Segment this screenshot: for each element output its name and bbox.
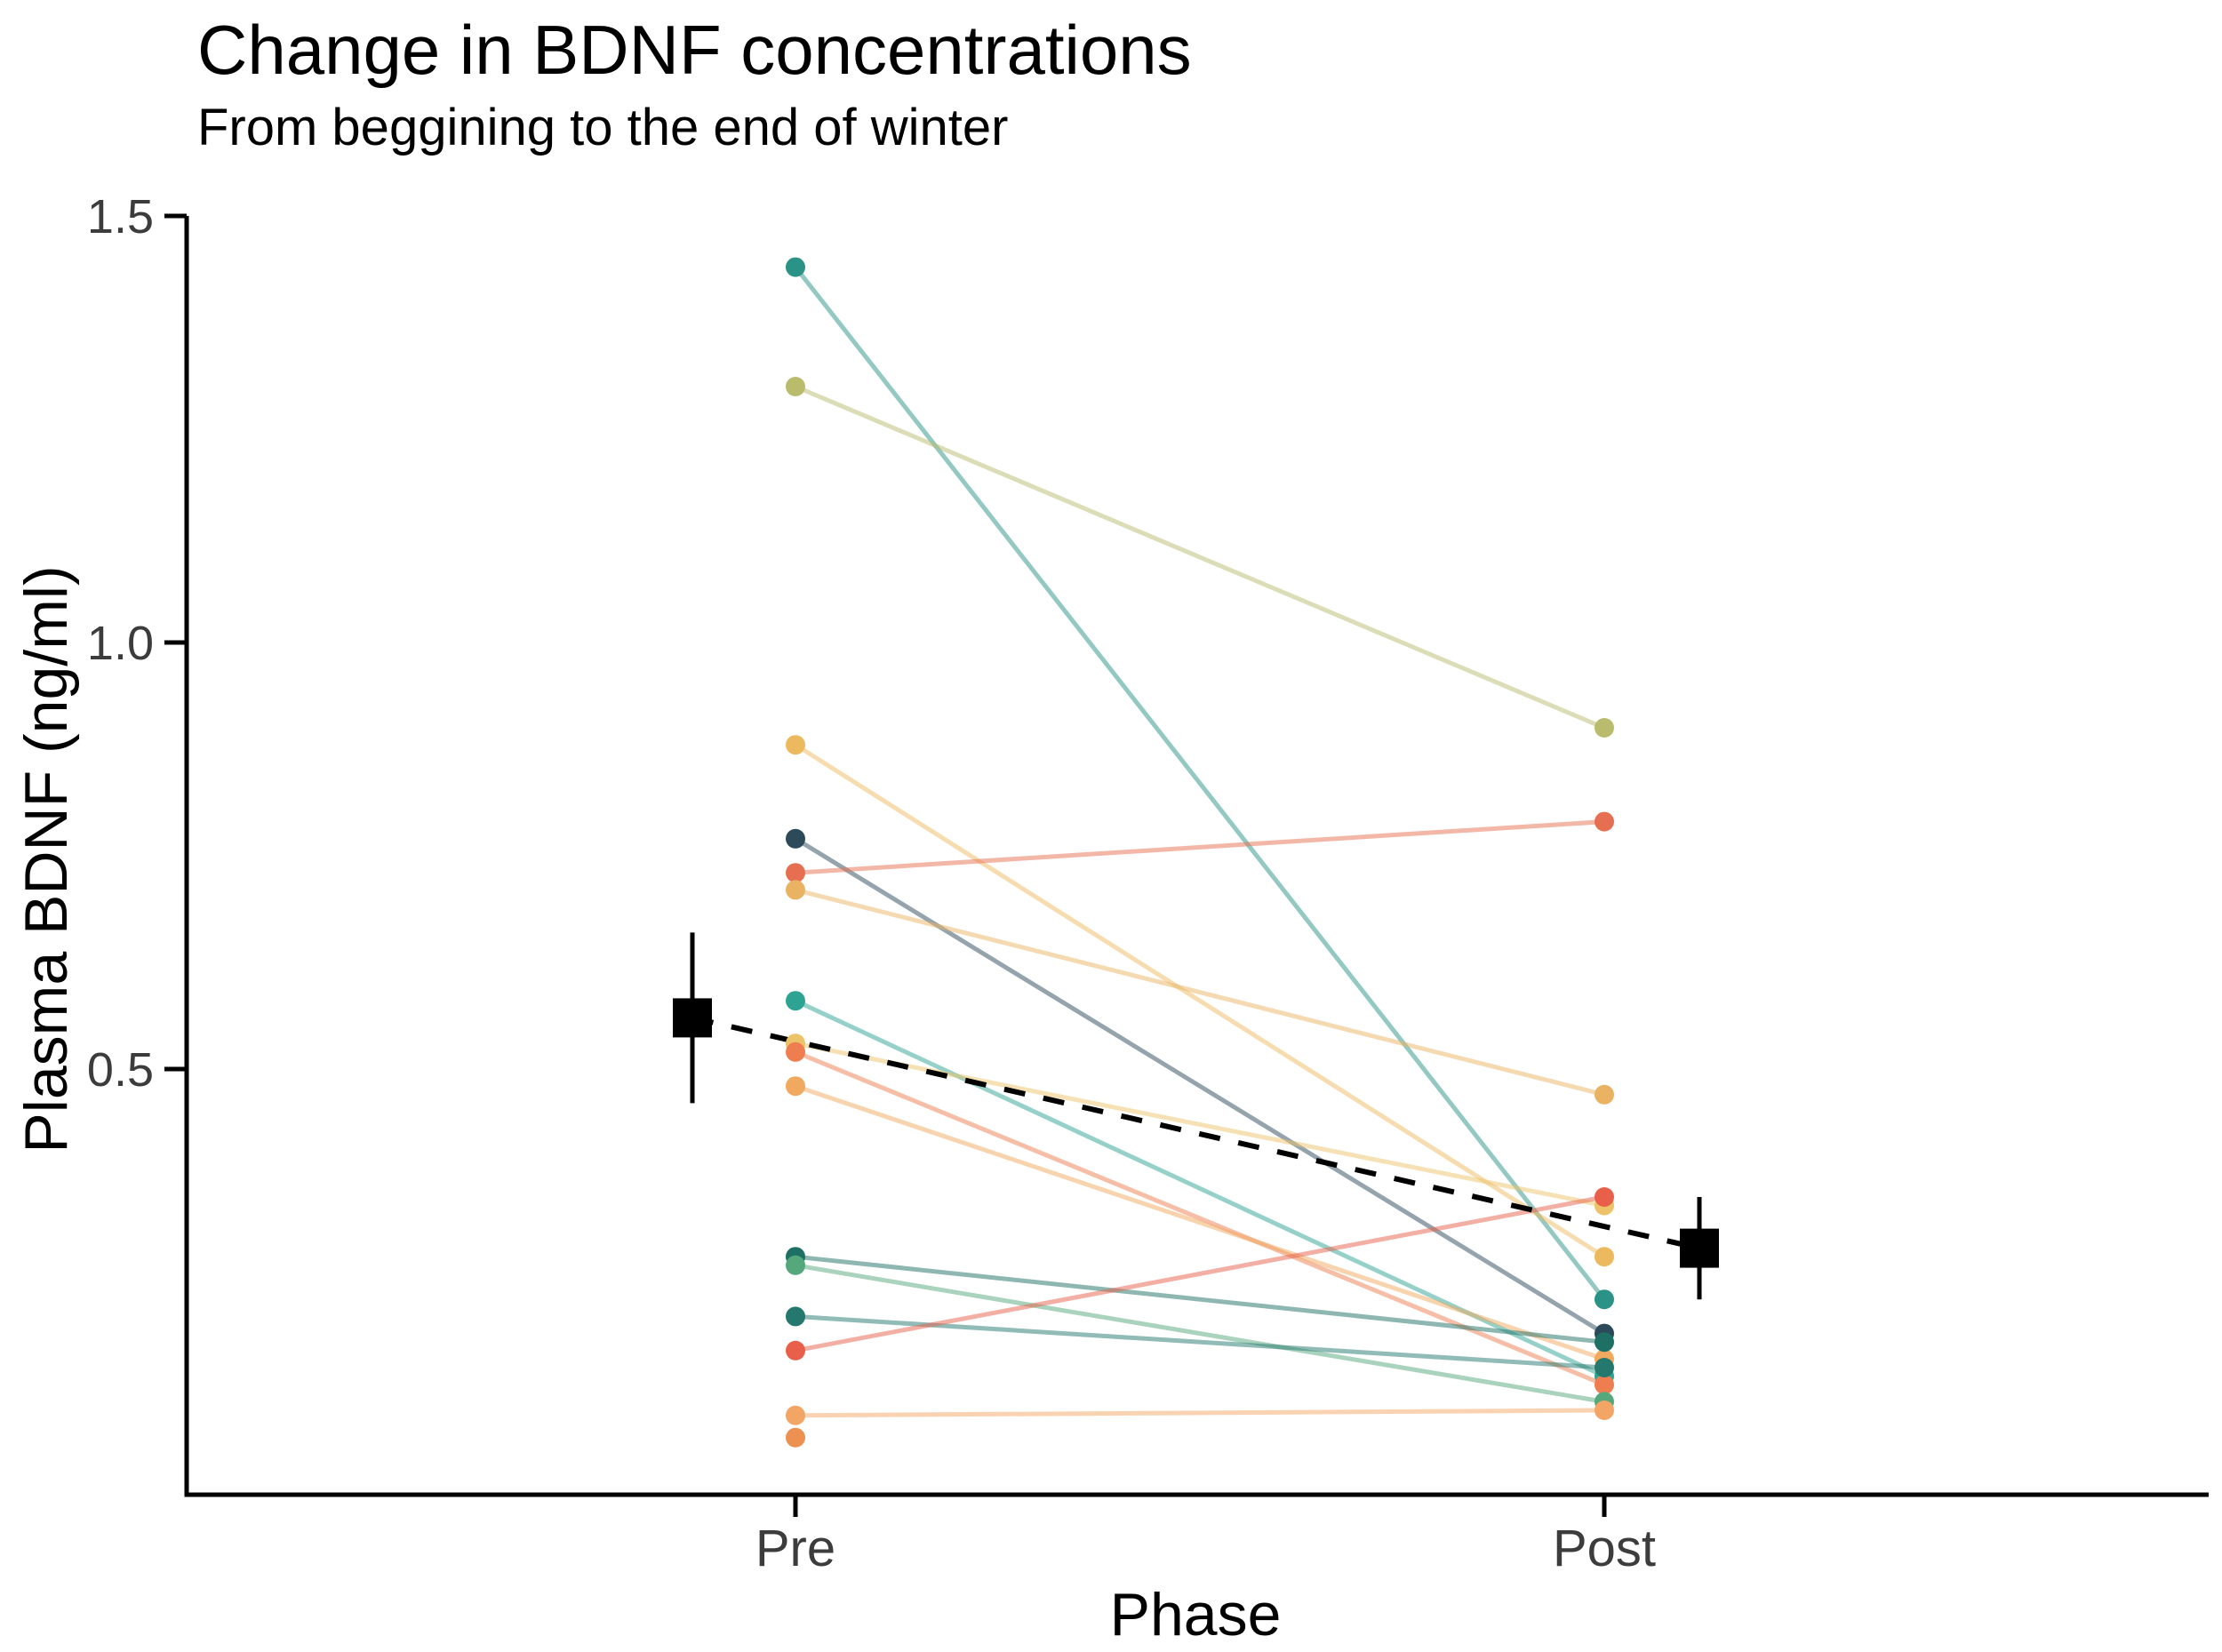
subject-line-subject-02	[793, 384, 1607, 730]
y-tick-label: 0.5	[87, 1043, 154, 1097]
subject-line-subject-03	[793, 742, 1607, 1259]
chart-subtitle: From beggining to the end of winter	[197, 99, 1009, 156]
point-pre-subject-06	[786, 880, 805, 900]
subject-line-subject-11	[793, 1254, 1607, 1345]
chart-title: Change in BDNF concentrations	[197, 11, 1192, 89]
point-pre-subject-14	[786, 1340, 805, 1361]
point-pre-subject-04	[786, 828, 805, 849]
point-post-subject-06	[1595, 1084, 1614, 1105]
point-pre-subject-16	[786, 1427, 805, 1448]
y-tick-label: 1.5	[87, 190, 154, 243]
point-pre-subject-13	[786, 1306, 805, 1327]
subject-line-subject-10	[793, 1083, 1607, 1361]
point-pre-subject-03	[786, 735, 805, 755]
point-post-subject-01	[1595, 1289, 1614, 1310]
point-pre-subject-07	[786, 991, 805, 1011]
point-pre-subject-10	[786, 1076, 805, 1097]
point-pre-subject-15	[786, 1405, 805, 1425]
subject-line-subject-05	[793, 819, 1607, 875]
mean-square-pre	[673, 998, 712, 1038]
subject-line-subject-06	[793, 887, 1607, 1097]
point-post-subject-14	[1595, 1187, 1614, 1207]
point-pre-subject-09	[786, 1041, 805, 1062]
x-axis-title-text: Phase	[1109, 1581, 1282, 1648]
point-pre-subject-01	[786, 257, 805, 277]
x-tick-label-pre: Pre	[755, 1520, 835, 1577]
point-pre-subject-12	[786, 1255, 805, 1275]
subject-line-subject-14	[793, 1194, 1607, 1353]
subject-line-subject-04	[793, 836, 1607, 1337]
point-pre-subject-05	[786, 863, 805, 883]
subject-line-subject-15	[793, 1408, 1607, 1418]
mean-square-post	[1680, 1228, 1719, 1268]
subject-line-subject-12	[793, 1263, 1607, 1404]
mean-dashed-connector	[691, 1015, 1700, 1251]
point-post-subject-03	[1595, 1247, 1614, 1267]
point-post-subject-15	[1595, 1401, 1614, 1420]
subject-line-subject-08	[793, 1041, 1607, 1209]
y-axis-title: Plasma BDNF (ng/ml)	[12, 565, 80, 1153]
point-post-subject-13	[1595, 1358, 1614, 1377]
subject-line-subject-01	[793, 265, 1607, 1302]
point-post-subject-02	[1595, 718, 1614, 738]
x-axis-title: Phase	[0, 1580, 2222, 1649]
point-pre-subject-02	[786, 377, 805, 396]
point-post-subject-09	[1595, 1375, 1614, 1395]
y-tick-label: 1.0	[87, 617, 154, 670]
x-tick-label-post: Post	[1553, 1520, 1656, 1577]
point-post-subject-11	[1595, 1332, 1614, 1353]
subject-line-subject-13	[793, 1313, 1607, 1370]
point-post-subject-05	[1595, 811, 1614, 832]
